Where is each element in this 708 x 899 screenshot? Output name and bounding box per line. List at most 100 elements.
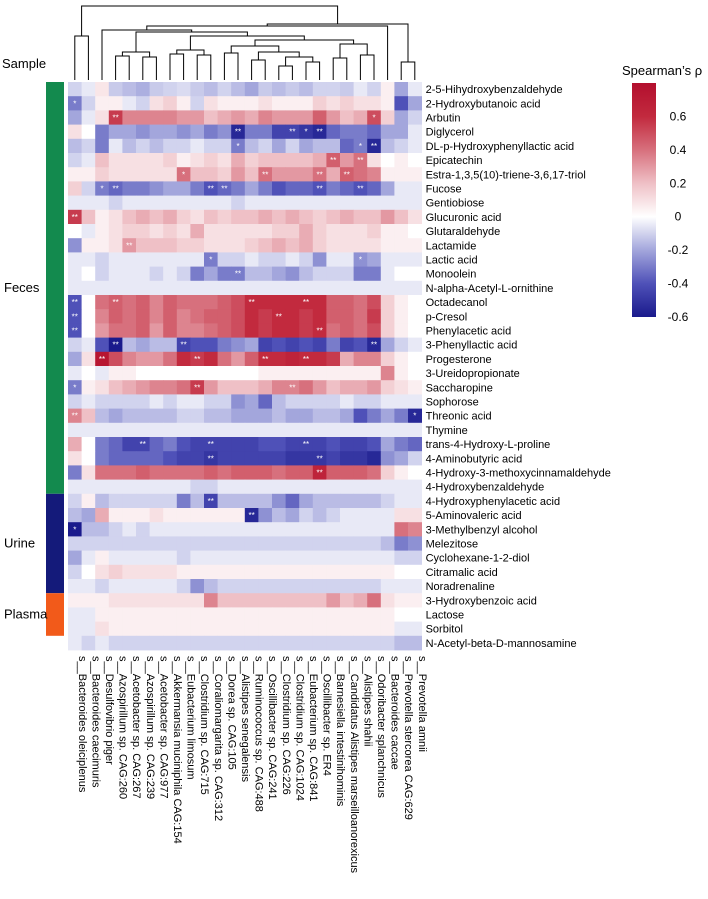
heatmap-cell	[190, 181, 205, 196]
heatmap-cell	[312, 82, 327, 97]
heatmap-cell	[285, 295, 300, 310]
heatmap-cell	[244, 493, 259, 509]
heatmap-cell	[136, 451, 150, 466]
row-label: trans-4-Hydroxy-L-proline	[426, 439, 551, 451]
heatmap-cell	[190, 394, 205, 409]
heatmap-cell	[408, 408, 422, 424]
heatmap-cell	[272, 266, 286, 282]
heatmap-cell	[108, 209, 123, 225]
heatmap-cell	[299, 238, 314, 253]
heatmap-cell	[272, 550, 286, 566]
heatmap-cell	[380, 195, 395, 211]
heatmap-cell	[231, 465, 246, 480]
column-label: s__Prevotella amnii	[416, 656, 428, 752]
heatmap-cell	[95, 564, 110, 580]
heatmap-cell	[367, 437, 382, 452]
heatmap-cell	[408, 579, 422, 594]
significance-mark: **	[208, 440, 214, 449]
heatmap-cell	[244, 153, 259, 168]
heatmap-cell	[217, 138, 232, 154]
heatmap-cell	[231, 110, 246, 125]
heatmap-cell	[340, 280, 354, 296]
heatmap-cell	[353, 522, 368, 537]
heatmap-cell	[340, 508, 354, 523]
heatmap-cell	[81, 550, 96, 566]
heatmap-cell	[204, 209, 218, 225]
heatmap-cell	[394, 536, 409, 551]
heatmap-cell	[95, 153, 110, 168]
heatmap-cell	[299, 138, 314, 154]
dendrogram-branch	[189, 35, 305, 50]
heatmap-cell	[367, 550, 382, 566]
heatmap-cell	[285, 408, 300, 424]
heatmap-cell	[285, 394, 300, 409]
heatmap-cell	[380, 479, 395, 495]
dendrogram-branch	[146, 25, 389, 80]
heatmap-cell	[367, 351, 382, 367]
heatmap-cell	[272, 153, 286, 168]
heatmap-cell	[244, 195, 259, 211]
heatmap-cell	[81, 153, 96, 168]
heatmap-cell	[367, 451, 382, 466]
heatmap-cell	[190, 408, 205, 424]
heatmap-cell	[136, 280, 150, 296]
heatmap-cell	[285, 536, 300, 551]
heatmap-cell	[272, 238, 286, 253]
heatmap-cell	[394, 522, 409, 537]
dendrogram-branch	[196, 54, 212, 80]
heatmap-cell	[217, 593, 232, 608]
heatmap-cell	[353, 82, 368, 97]
heatmap-cell	[95, 380, 110, 395]
heatmap-cell	[122, 479, 137, 495]
heatmap-cell	[367, 252, 382, 267]
heatmap-cell	[299, 465, 314, 480]
heatmap-cell	[108, 167, 123, 182]
heatmap-cell	[380, 295, 395, 310]
heatmap-cell	[108, 266, 123, 282]
heatmap-cell	[408, 351, 422, 367]
heatmap-cell	[122, 337, 137, 353]
heatmap-cell	[244, 451, 259, 466]
heatmap-cell	[122, 238, 137, 253]
heatmap-cell	[340, 593, 354, 608]
heatmap-cell	[394, 579, 409, 594]
heatmap-cell	[299, 366, 314, 381]
significance-mark: **	[357, 156, 363, 165]
heatmap-cell	[285, 479, 300, 495]
heatmap-cell	[68, 394, 82, 409]
heatmap-cell	[163, 607, 178, 622]
heatmap-cell	[231, 238, 246, 253]
heatmap-cell	[190, 138, 205, 154]
dendrogram-branch	[81, 5, 339, 36]
heatmap-cell	[190, 465, 205, 480]
significance-mark: **	[316, 185, 322, 194]
heatmap-cell	[299, 607, 314, 622]
heatmap-cell	[163, 508, 178, 523]
heatmap-cell	[81, 366, 96, 381]
heatmap-cell	[299, 266, 314, 282]
heatmap-cell	[95, 252, 110, 267]
heatmap-cell	[326, 138, 341, 154]
heatmap-cell	[272, 295, 286, 310]
heatmap-cell	[326, 437, 341, 452]
heatmap-cell	[176, 635, 191, 651]
dendrogram-branch	[339, 43, 368, 58]
significance-mark: **	[112, 185, 118, 194]
heatmap-cell	[190, 550, 205, 566]
heatmap-cell	[68, 167, 82, 182]
heatmap-cell	[353, 394, 368, 409]
heatmap-cell	[176, 593, 191, 608]
significance-mark: **	[371, 142, 377, 151]
heatmap-cell	[217, 579, 232, 594]
heatmap-cell	[68, 522, 82, 537]
heatmap-cell	[394, 351, 409, 367]
significance-mark: **	[126, 241, 132, 250]
heatmap-cell	[108, 437, 123, 452]
heatmap-cell	[163, 266, 178, 282]
heatmap-cell	[217, 295, 232, 310]
heatmap-cell	[149, 550, 164, 566]
heatmap-cell	[176, 96, 191, 111]
heatmap-cell	[408, 309, 422, 324]
heatmap-cell	[217, 195, 232, 211]
heatmap-cell	[244, 124, 259, 140]
